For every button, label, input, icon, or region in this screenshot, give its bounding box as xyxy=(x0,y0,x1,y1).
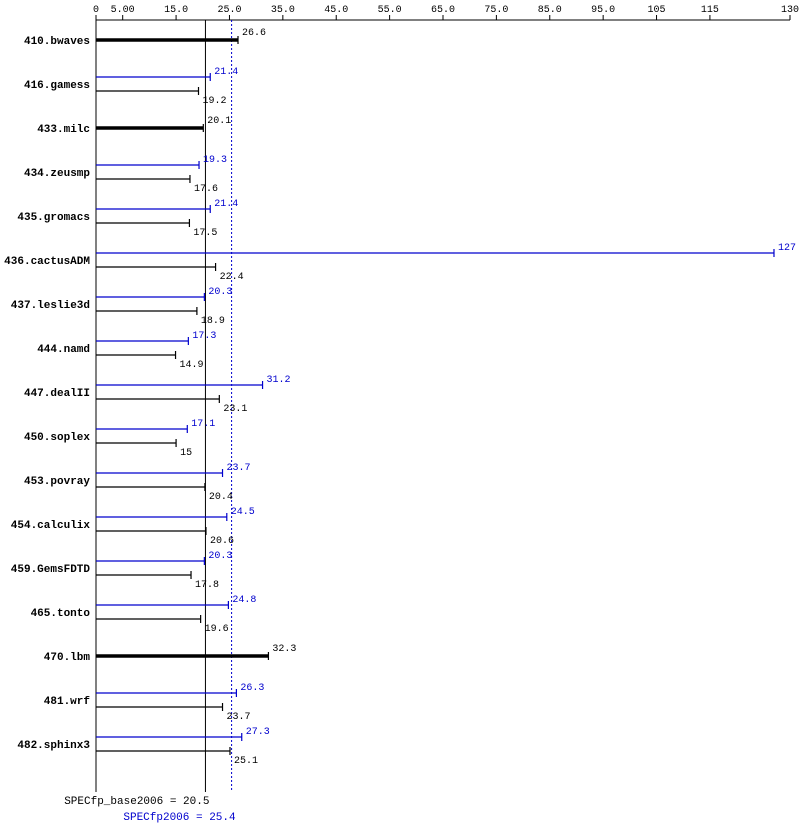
spec-benchmark-chart: 0 5.00 15.0 25.0 35.0 45.0 55.0 65.0 75.0 85.0 95.… xyxy=(0,0,799,831)
benchmark-value-peak: 31.2 xyxy=(267,375,291,386)
benchmark-value-peak: 19.3 xyxy=(203,155,227,166)
benchmark-value-base: 17.5 xyxy=(193,228,217,239)
axis-tick-label: 35.0 xyxy=(271,5,295,16)
axis-tick-label: 105 xyxy=(648,5,666,16)
axis-tick-label: 5.00 xyxy=(111,5,135,16)
benchmark-value-base: 18.9 xyxy=(201,316,225,327)
benchmark-label: 410.bwaves xyxy=(24,36,90,48)
axis-tick-label: 55.0 xyxy=(378,5,402,16)
axis-tick-label: 85.0 xyxy=(538,5,562,16)
benchmark-label: 459.GemsFDTD xyxy=(11,564,91,576)
axis-tick-label: 15.0 xyxy=(164,5,188,16)
axis-tick-label: 95.0 xyxy=(591,5,615,16)
axis-tick-label: 0 xyxy=(93,5,99,16)
benchmark-value-peak: 17.3 xyxy=(192,331,216,342)
benchmark-value-peak: 24.5 xyxy=(231,507,255,518)
benchmark-value-peak: 27.3 xyxy=(246,727,270,738)
benchmark-label: 416.gamess xyxy=(24,80,90,92)
benchmark-value-base: 20.6 xyxy=(210,536,234,547)
benchmark-value-peak: 127 xyxy=(778,243,796,254)
benchmark-value-peak: 23.7 xyxy=(227,463,251,474)
benchmark-label: 454.calculix xyxy=(11,520,91,532)
benchmark-value-peak: 20.3 xyxy=(208,287,232,298)
benchmark-value-base: 19.6 xyxy=(205,624,229,635)
benchmark-value-base: 17.8 xyxy=(195,580,219,591)
benchmark-label: 433.milc xyxy=(37,124,90,136)
benchmark-label: 482.sphinx3 xyxy=(17,740,90,752)
summary-base-label: SPECfp_base2006 = 20.5 xyxy=(64,796,209,808)
benchmark-label: 435.gromacs xyxy=(17,212,90,224)
axis-tick-label: 65.0 xyxy=(431,5,455,16)
axis-tick-label: 115 xyxy=(701,5,719,16)
benchmark-value-base: 22.4 xyxy=(220,272,244,283)
benchmark-value-peak: 21.4 xyxy=(214,199,238,210)
benchmark-value-base: 19.2 xyxy=(202,96,226,107)
benchmark-value-peak: 17.1 xyxy=(191,419,215,430)
benchmark-value-base: 23.1 xyxy=(223,404,247,415)
benchmark-label: 465.tonto xyxy=(31,608,91,620)
benchmark-label: 470.lbm xyxy=(44,652,91,664)
summary-peak-label: SPECfp2006 = 25.4 xyxy=(123,812,236,824)
benchmark-value-peak: 21.4 xyxy=(214,67,238,78)
chart-background xyxy=(0,0,799,831)
benchmark-label: 450.soplex xyxy=(24,432,90,444)
benchmark-value-base: 14.9 xyxy=(180,360,204,371)
benchmark-label: 481.wrf xyxy=(44,696,91,708)
benchmark-value-single: 20.1 xyxy=(207,116,231,127)
benchmark-label: 444.namd xyxy=(37,344,90,356)
benchmark-label: 436.cactusADM xyxy=(4,256,90,268)
axis-tick-label: 75.0 xyxy=(484,5,508,16)
benchmark-label: 437.leslie3d xyxy=(11,300,90,312)
benchmark-label: 447.dealII xyxy=(24,388,90,400)
axis-tick-label: 45.0 xyxy=(324,5,348,16)
axis-tick-label: 25.0 xyxy=(217,5,241,16)
benchmark-value-base: 23.7 xyxy=(227,712,251,723)
benchmark-value-base: 25.1 xyxy=(234,756,258,767)
benchmark-value-base: 15 xyxy=(180,448,192,459)
benchmark-value-single: 32.3 xyxy=(272,644,296,655)
benchmark-value-peak: 24.8 xyxy=(232,595,256,606)
benchmark-value-single: 26.6 xyxy=(242,28,266,39)
benchmark-value-base: 17.6 xyxy=(194,184,218,195)
benchmark-value-base: 20.4 xyxy=(209,492,233,503)
benchmark-label: 453.povray xyxy=(24,476,90,488)
benchmark-value-peak: 20.3 xyxy=(208,551,232,562)
axis-tick-label: 130 xyxy=(781,5,799,16)
benchmark-value-peak: 26.3 xyxy=(240,683,264,694)
benchmark-label: 434.zeusmp xyxy=(24,168,90,180)
